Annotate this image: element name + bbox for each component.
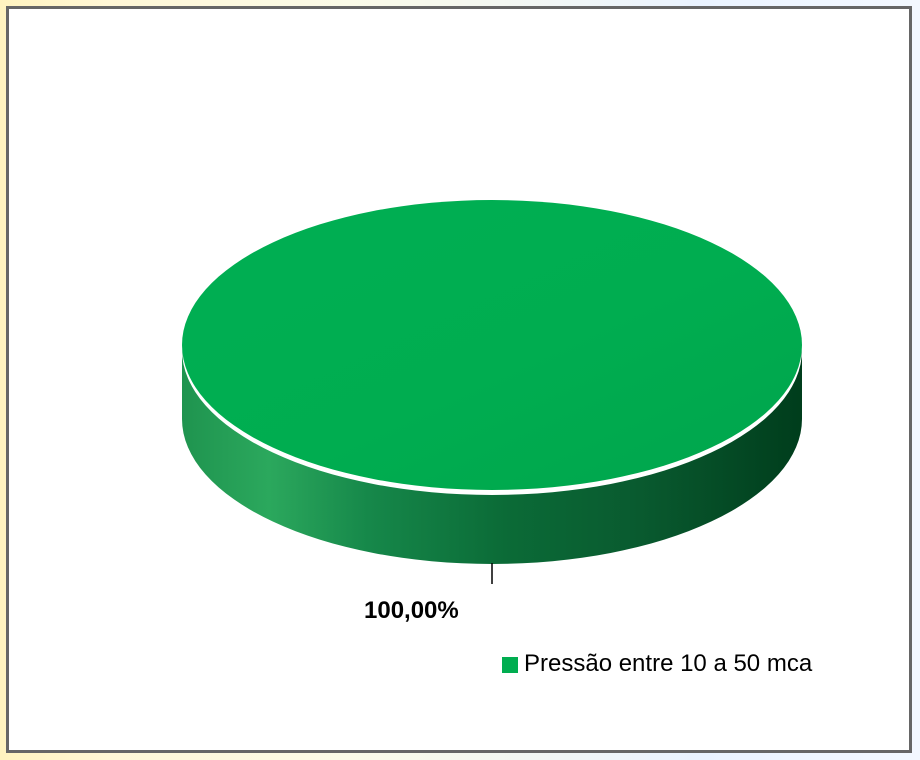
legend: Pressão entre 10 a 50 mca xyxy=(502,649,812,679)
legend-swatch xyxy=(502,656,518,673)
chart-frame: 100,00% Pressão entre 10 a 50 mca xyxy=(6,6,912,753)
pie-slice-side xyxy=(182,350,802,564)
pie-slice-top xyxy=(182,200,802,490)
pie-chart xyxy=(182,200,802,584)
data-label: 100,00% xyxy=(364,597,459,624)
legend-label: Pressão entre 10 a 50 mca xyxy=(524,650,813,677)
